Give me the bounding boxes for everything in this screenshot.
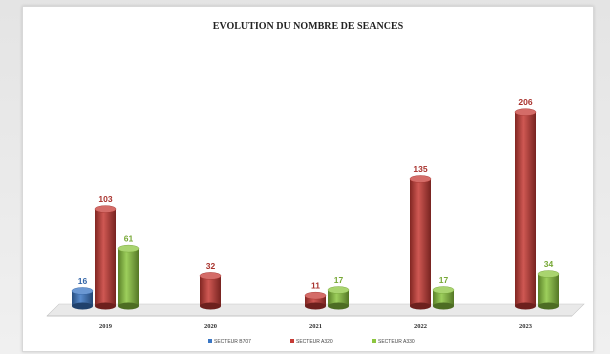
value-label: 17 — [334, 275, 344, 285]
bar-cap — [117, 244, 140, 253]
bars-group: 16 103 61 32 11 17 135 17 206 34 — [71, 97, 560, 310]
value-label: 34 — [544, 259, 554, 269]
legend-swatch — [208, 339, 212, 343]
bar-cap — [94, 205, 117, 213]
bar-base — [95, 302, 116, 310]
bar-body — [200, 275, 221, 306]
bar-cap — [432, 286, 455, 294]
legend-swatch — [290, 339, 294, 343]
value-label: 61 — [124, 234, 134, 244]
bar-base — [410, 302, 431, 310]
bar-body — [515, 112, 536, 306]
bar-body — [305, 295, 326, 306]
bar-secteur-a320-2021: 11 — [304, 281, 327, 310]
bar-cap — [199, 272, 222, 280]
bar-secteur-a330-2022: 17 — [432, 275, 455, 310]
chart-title: EVOLUTION DU NOMBRE DE SEANCES — [213, 21, 404, 32]
bar-secteur-a330-2023: 34 — [537, 259, 560, 310]
legend-label: SECTEUR A320 — [296, 339, 333, 345]
bar-secteur-a320-2022: 135 — [409, 164, 432, 310]
bar-body — [410, 178, 431, 306]
bar-base — [305, 302, 326, 310]
legend-entry-secteur-a320: SECTEUR A320 — [290, 339, 333, 345]
legend-label: SECTEUR A330 — [378, 339, 415, 345]
bar-cap — [514, 108, 537, 116]
legend-label: SECTEUR B707 — [214, 339, 251, 345]
bar-secteur-a320-2020: 32 — [199, 261, 222, 310]
value-label: 16 — [78, 276, 88, 286]
legend-entry-secteur-b707: SECTEUR B707 — [208, 339, 251, 345]
legend-swatch — [372, 339, 376, 343]
bar-body — [72, 290, 93, 306]
bar-cap — [304, 291, 327, 300]
bar-body — [433, 290, 454, 306]
category-label-2023: 2023 — [519, 323, 533, 330]
bar-body — [328, 290, 349, 306]
bar-cap — [327, 286, 350, 294]
bar-base — [328, 302, 349, 310]
legend-entry-secteur-a330: SECTEUR A330 — [372, 339, 415, 345]
bar-base — [538, 302, 559, 310]
value-label: 32 — [206, 261, 216, 271]
bar-secteur-a320-2019: 103 — [94, 194, 117, 310]
bar-cap — [537, 270, 560, 278]
value-label: 135 — [413, 164, 427, 174]
bar-base — [515, 302, 536, 310]
chart-panel: EVOLUTION DU NOMBRE DE SEANCES 16 103 61 32… — [22, 6, 594, 352]
bar-body — [95, 209, 116, 306]
category-labels: 2019 2020 2021 2022 2023 — [99, 323, 533, 330]
value-label: 11 — [311, 281, 320, 291]
bar-body — [118, 248, 139, 306]
bar-secteur-b707-2019: 16 — [71, 276, 94, 310]
bar-secteur-a330-2021: 17 — [327, 275, 350, 310]
bar-cap — [409, 175, 432, 183]
bar-body — [538, 274, 559, 306]
value-label: 17 — [439, 275, 449, 285]
category-label-2022: 2022 — [414, 323, 427, 330]
bar-base — [72, 302, 93, 310]
category-label-2021: 2021 — [309, 323, 322, 330]
chart-svg: EVOLUTION DU NOMBRE DE SEANCES 16 103 61 32… — [46, 21, 585, 345]
value-label: 206 — [518, 97, 532, 107]
bar-cap — [71, 287, 94, 295]
category-label-2019: 2019 — [99, 323, 113, 330]
bar-base — [433, 302, 454, 310]
category-label-2020: 2020 — [204, 323, 217, 330]
bar-secteur-a320-2023: 206 — [514, 97, 537, 310]
bar-secteur-a330-2019: 61 — [117, 234, 140, 310]
value-label: 103 — [98, 194, 112, 204]
bar-base — [200, 302, 221, 310]
bar-base — [118, 302, 139, 310]
legend: SECTEUR B707 SECTEUR A320 SECTEUR A330 — [208, 339, 415, 345]
